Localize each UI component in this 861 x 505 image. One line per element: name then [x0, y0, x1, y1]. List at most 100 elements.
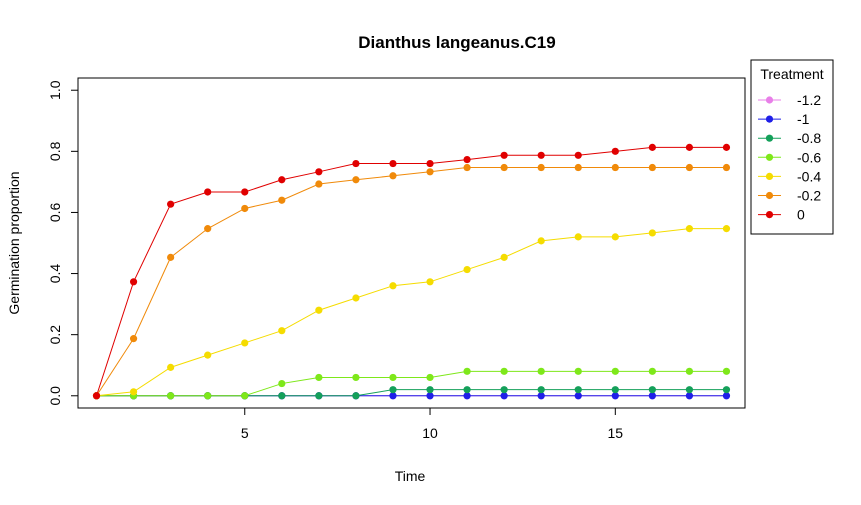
data-point	[278, 196, 286, 204]
legend-box	[750, 59, 834, 235]
data-point	[352, 392, 360, 400]
x-tick-label: 15	[608, 425, 624, 441]
data-point	[500, 163, 508, 172]
data-point	[278, 327, 286, 335]
data-point	[352, 373, 360, 382]
data-point	[537, 392, 545, 400]
series-layer	[92, 143, 731, 400]
data-point	[611, 367, 619, 375]
data-point	[611, 392, 619, 400]
data-point	[129, 278, 138, 286]
series-line	[96, 228, 727, 397]
data-point	[537, 237, 545, 245]
data-point	[167, 200, 175, 208]
legend-item: 0	[758, 207, 805, 223]
data-point	[389, 386, 397, 394]
data-point	[426, 278, 434, 286]
data-point	[685, 392, 694, 400]
legend-marker	[765, 172, 774, 180]
legend-marker	[765, 115, 774, 123]
legend-items: -1.2 -1 -0.8 -0.6 -0.4 -0.2 0	[758, 92, 821, 223]
x-tick-label: 5	[241, 425, 249, 441]
data-point	[204, 351, 212, 359]
legend-label: -0.4	[797, 168, 821, 184]
data-point	[315, 168, 323, 176]
data-point	[685, 143, 694, 151]
series-line	[96, 389, 727, 397]
legend-title: Treatment	[760, 66, 823, 82]
data-point	[722, 225, 731, 233]
legend-label: 0	[797, 207, 805, 223]
y-tick-label: 0.0	[47, 386, 63, 406]
legend-marker	[765, 134, 774, 142]
series--0.2	[92, 163, 731, 400]
data-point	[574, 386, 582, 394]
data-point	[389, 373, 397, 382]
data-point	[685, 386, 694, 394]
data-point	[315, 180, 323, 188]
data-point	[574, 367, 582, 375]
data-point	[241, 339, 249, 347]
data-point	[685, 367, 694, 375]
data-point	[463, 155, 471, 164]
data-point	[500, 151, 508, 159]
data-point	[611, 147, 619, 155]
data-point	[92, 392, 101, 400]
legend-item: -0.6	[758, 149, 821, 165]
data-point	[722, 163, 731, 172]
y-tick-label: 0.8	[47, 141, 63, 161]
data-point	[204, 392, 212, 400]
data-point	[352, 176, 360, 184]
legend-marker	[765, 96, 774, 104]
chart-title: Dianthus langeanus.C19	[358, 33, 555, 52]
data-point	[611, 163, 619, 172]
data-point	[167, 363, 175, 371]
legend-label: -0.8	[797, 130, 821, 146]
x-axis: 5 10 15	[241, 407, 624, 441]
data-point	[167, 253, 175, 261]
legend-marker	[765, 191, 774, 200]
data-point	[278, 379, 286, 388]
data-point	[129, 388, 138, 396]
data-point	[463, 265, 471, 274]
data-point	[129, 335, 138, 343]
y-axis: 0.0 0.2 0.4 0.6 0.8 1.0	[47, 80, 79, 406]
data-point	[426, 392, 434, 400]
data-point	[537, 367, 545, 375]
data-point	[574, 233, 582, 241]
data-point	[648, 367, 656, 375]
data-point	[722, 143, 731, 151]
series--0.4	[92, 225, 731, 400]
data-point	[722, 367, 731, 375]
data-point	[315, 373, 323, 382]
legend-item: -0.2	[758, 188, 821, 204]
data-point	[648, 163, 656, 172]
data-point	[426, 159, 434, 168]
data-point	[241, 188, 249, 196]
data-point	[648, 392, 656, 400]
y-tick-label: 0.2	[47, 325, 63, 345]
series-line	[96, 370, 727, 397]
data-point	[722, 386, 731, 394]
data-point	[389, 172, 397, 180]
data-point	[278, 392, 286, 400]
data-point	[648, 386, 656, 394]
data-point	[204, 225, 212, 233]
data-point	[537, 163, 545, 172]
series--0.6	[92, 367, 731, 400]
y-tick-label: 1.0	[47, 80, 63, 100]
x-tick-label: 10	[422, 425, 438, 441]
legend-item: -1.2	[758, 92, 821, 108]
series-line	[96, 167, 727, 397]
y-tick-label: 0.6	[47, 203, 63, 223]
y-tick-label: 0.4	[47, 264, 63, 284]
data-point	[463, 367, 471, 375]
data-point	[574, 151, 582, 159]
data-point	[389, 392, 397, 400]
series-line	[96, 146, 727, 396]
legend-item: -1	[758, 111, 810, 127]
data-point	[426, 373, 434, 382]
data-point	[500, 367, 508, 375]
legend-label: -1	[797, 111, 810, 127]
